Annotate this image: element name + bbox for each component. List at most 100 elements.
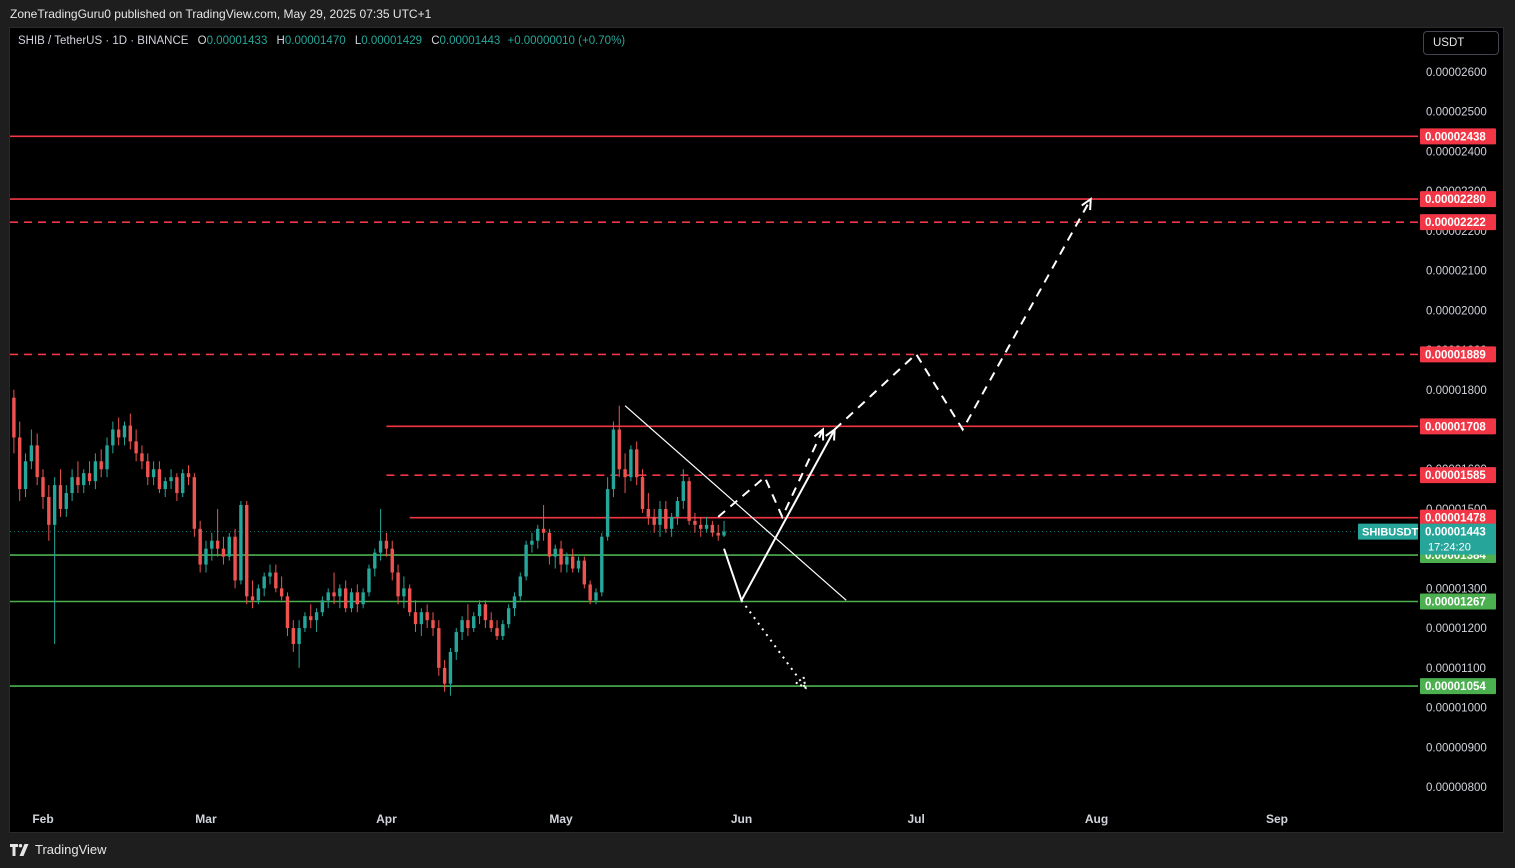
level-price-tag [1420,128,1496,145]
candle-body [163,481,167,490]
level-price-label: 0.00001478 [1425,513,1486,525]
close-value: 0.00001443 [439,35,501,47]
level-price-label: 0.00002280 [1425,194,1486,206]
candle-body [506,608,511,625]
candle-body [233,536,237,581]
candle-body [99,461,103,470]
candle-body [343,588,348,609]
close-label: C [431,35,440,47]
low-value: 0.00001429 [361,35,422,47]
candle-body [559,548,563,565]
price-tick-label: 0.00001200 [1426,623,1487,635]
tradingview-brand[interactable]: TradingView [10,842,107,857]
time-tick-label: Feb [32,812,53,826]
high-label: H [276,35,285,47]
price-tick-label: 0.00002000 [1426,305,1487,317]
open-value: 0.00001433 [206,35,268,47]
projection-bear-projection [740,599,807,689]
candle-body [210,540,214,549]
candle-body [617,429,621,470]
candle-body [256,588,261,601]
candle-body [151,469,156,478]
candle-body [355,592,360,605]
chart-pane[interactable]: 0.000026000.000025000.000024000.00002300… [9,27,1504,833]
price-tick-label: 0.00001100 [1426,663,1486,675]
price-tick-label: 0.00002500 [1426,107,1487,119]
candle-body [35,445,39,478]
candle-body [175,477,179,494]
symbol-legend: SHIB / TetherUS · 1D · BINANCE O0.000014… [18,35,625,47]
price-chart[interactable]: 0.000026000.000025000.000024000.00002300… [10,28,1503,832]
candle-body [570,556,575,569]
candle-body [128,425,133,442]
time-tick-label: Aug [1085,812,1108,826]
candle-body [431,620,435,629]
candle-body [338,588,342,597]
level-price-tag [1420,593,1496,610]
candle-body [332,592,336,597]
candle-body [390,548,394,573]
candle-body [646,508,651,517]
candle-body [629,449,633,478]
candle-body [489,620,493,629]
candle-body [157,469,162,490]
time-tick-label: Jul [907,812,924,826]
candle-body [652,516,656,525]
publisher-caption: ZoneTradingGuru0 published on TradingVie… [10,7,432,21]
candle-body [367,568,371,593]
candle-body [635,449,639,478]
currency-selector[interactable]: USDT [1423,31,1499,55]
candle-body [76,477,80,486]
candle-body [413,612,418,625]
candle-body [396,572,400,597]
level-price-tag [1420,346,1496,363]
level-price-label: 0.00002438 [1425,131,1486,143]
candle-body [18,437,22,490]
level-price-label: 0.00002222 [1425,217,1486,229]
candle-body [70,477,74,494]
candle-body [227,536,231,557]
price-tick-label: 0.00002600 [1426,67,1487,79]
level-price-tag [1420,214,1496,231]
candle-body [146,461,150,478]
candle-body [501,624,505,637]
projection-bull-projection-early [717,429,824,520]
symbol-title: SHIB / TetherUS · 1D · BINANCE [18,35,189,47]
candle-body [215,540,220,549]
candle-body [47,497,51,525]
candle-body [640,477,645,509]
candle-body [699,524,703,529]
candle-body [448,651,453,684]
candle-body [384,540,389,549]
level-price-label: 0.00001585 [1425,470,1486,482]
candle-body [186,473,191,478]
level-price-label: 0.00001708 [1425,421,1486,433]
candle-body [349,592,354,609]
candle-body [82,473,86,486]
candle-body [716,532,720,536]
levels-layer [10,135,1418,687]
price-tick-label: 0.00001000 [1426,703,1487,715]
candle-body [87,473,92,482]
candle-body [198,528,202,565]
candle-body [588,584,592,601]
projection-arrowhead [1081,197,1092,211]
candle-body [664,508,668,529]
candle-body [204,548,208,565]
candle-body [402,588,406,597]
level-price-label: 0.00001889 [1425,349,1486,361]
candle-body [512,596,517,609]
level-price-tag [1420,509,1496,526]
candle-body [239,504,243,581]
candle-body [262,576,266,589]
candle-body [576,560,581,569]
candle-body [12,397,16,438]
candle-body [122,425,127,438]
candle-body [669,516,674,529]
price-tick-label: 0.00001800 [1426,385,1487,397]
candle-body [623,469,627,478]
candle-body [245,504,249,597]
candle-body [541,528,546,533]
candle-body [93,461,98,482]
low-label: L [354,35,362,47]
